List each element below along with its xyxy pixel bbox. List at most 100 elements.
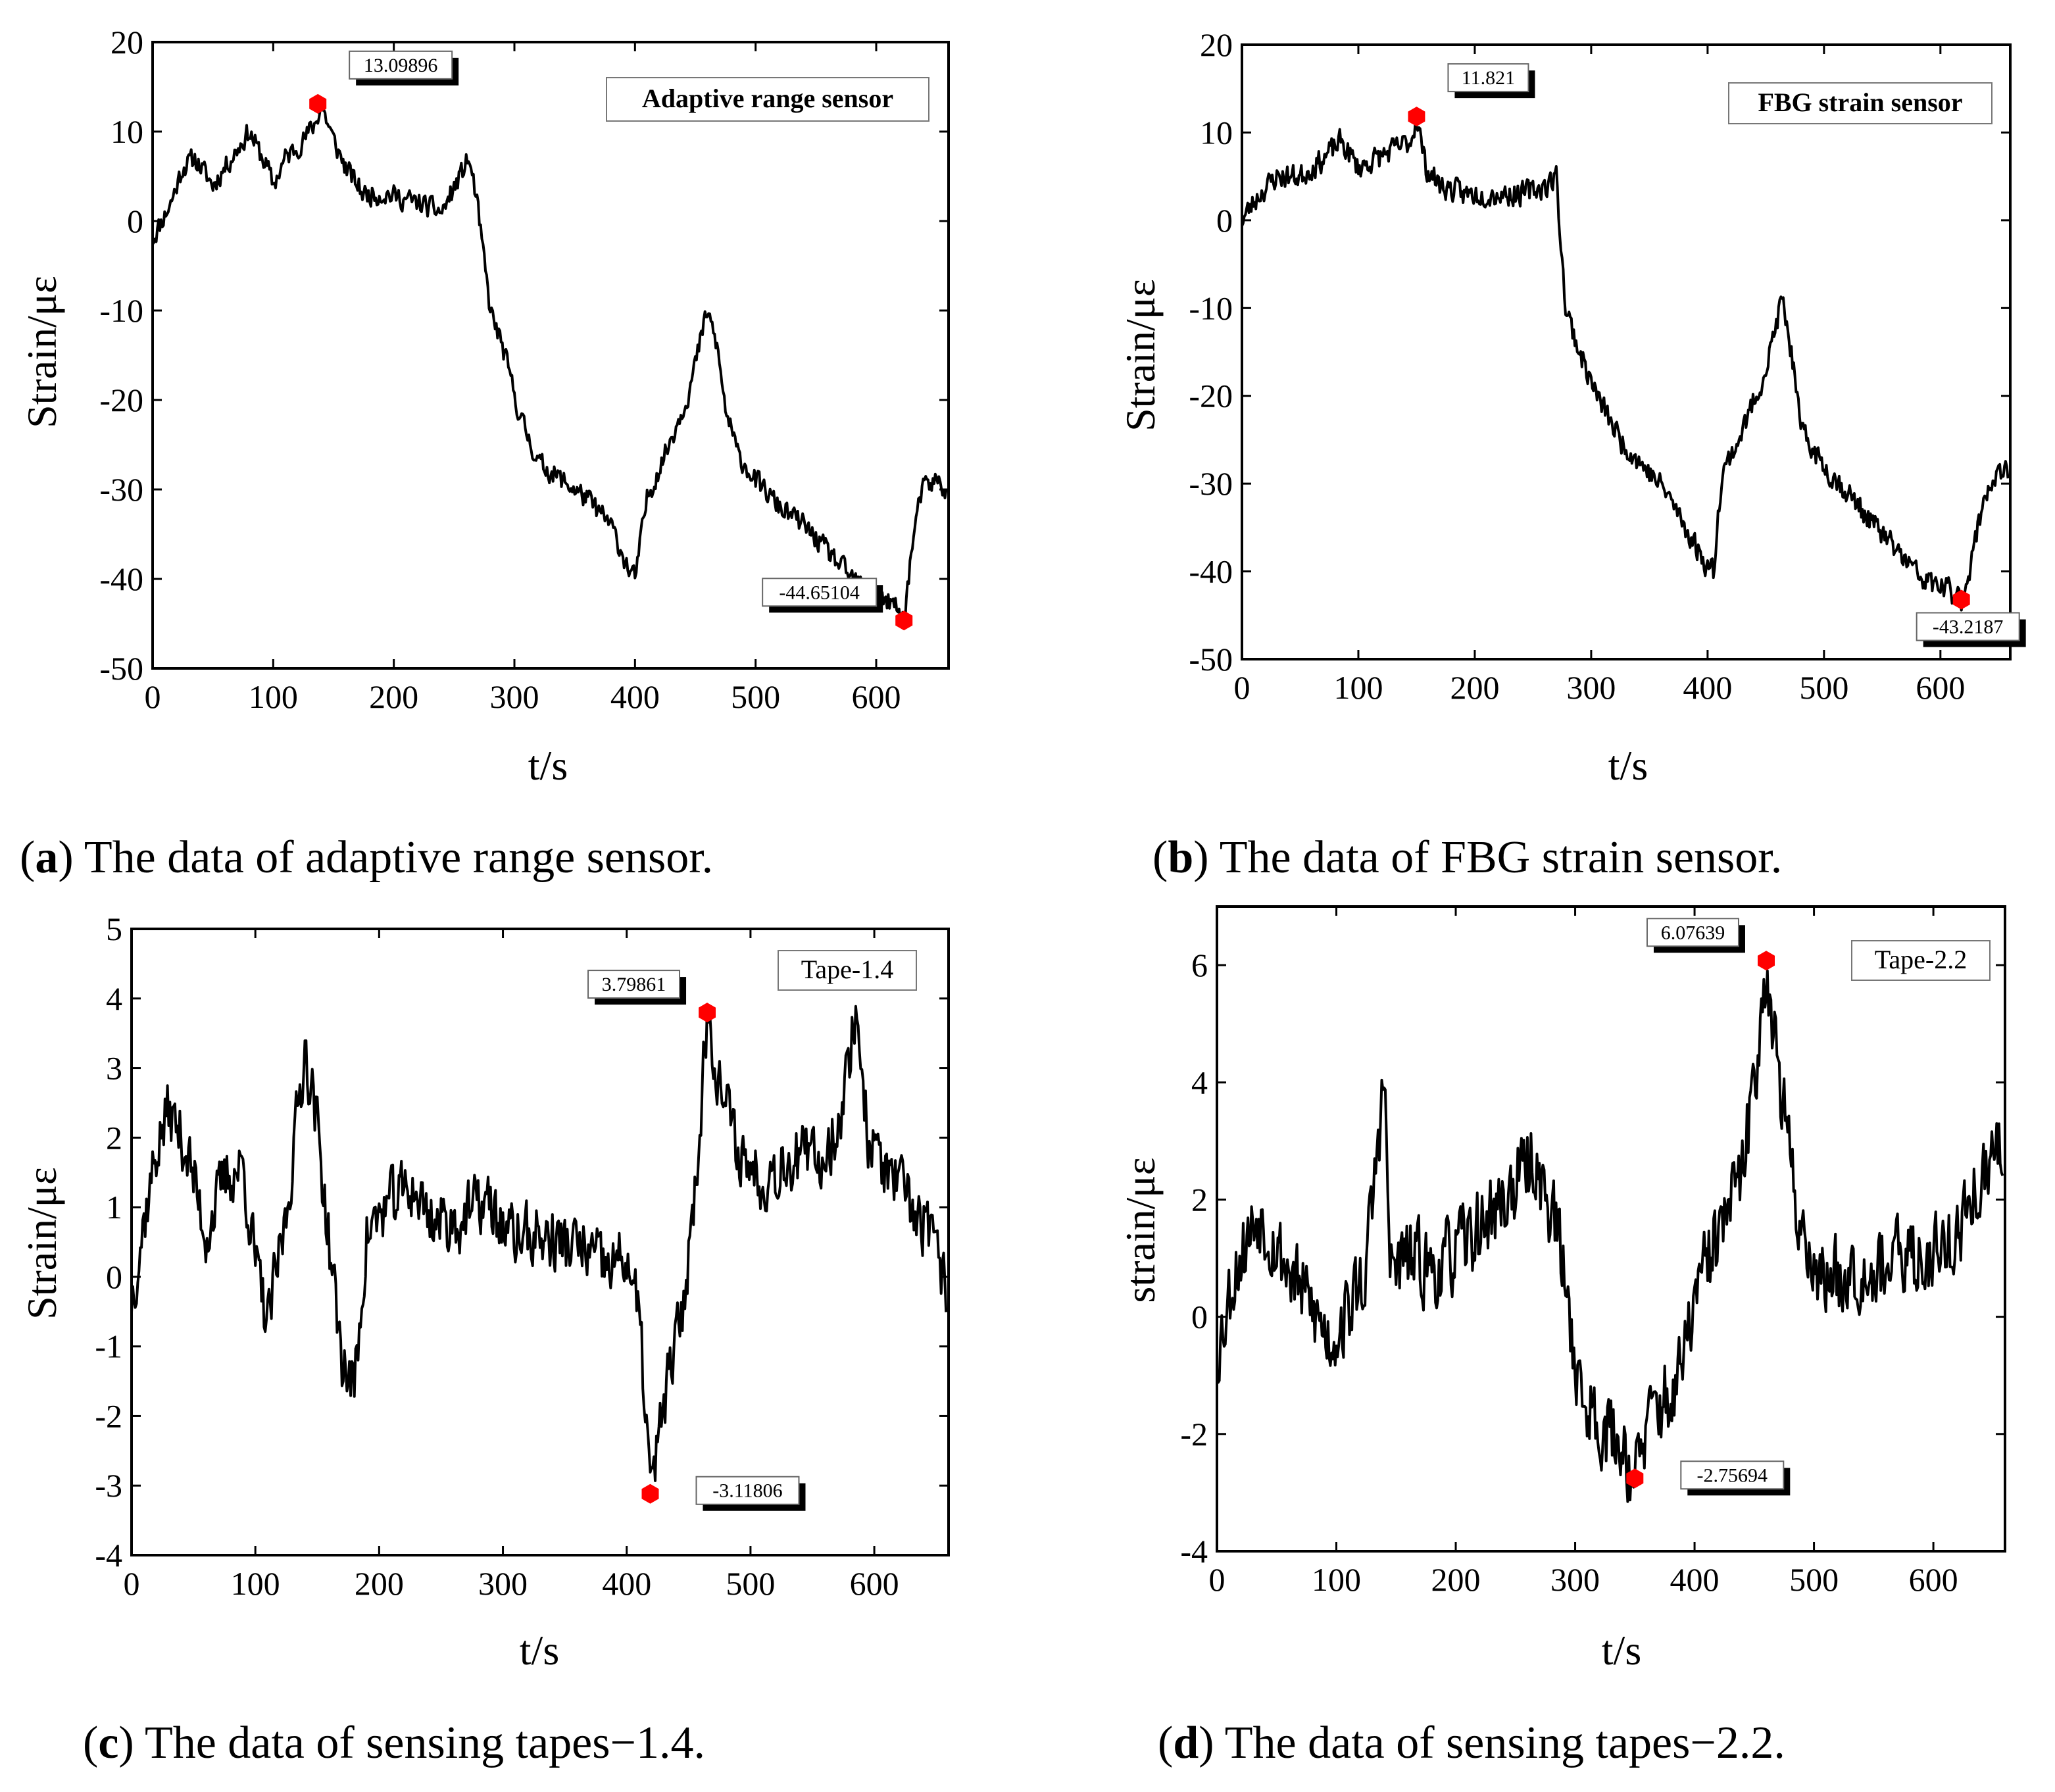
x-tick-label: 100 xyxy=(1333,669,1383,706)
extreme-value-label: -44.65104 xyxy=(779,582,860,603)
chart-a-legend-text: Adaptive range sensor xyxy=(642,84,893,113)
x-tick-label: 200 xyxy=(369,678,418,715)
y-tick-label: 2 xyxy=(106,1119,122,1156)
x-tick-label: 0 xyxy=(124,1565,140,1602)
extreme-value-label: -43.2187 xyxy=(1933,616,2004,638)
y-tick-label: 10 xyxy=(1200,114,1233,151)
x-tick-label: 300 xyxy=(1566,669,1616,706)
series-line-tape-1-4 xyxy=(130,1005,948,1482)
x-tick-label: 200 xyxy=(1450,669,1499,706)
chart-c-ylabel: Strain/με xyxy=(18,1167,65,1320)
caption-a: (a) The data of adaptive range sensor. xyxy=(20,832,713,883)
y-tick-label: -10 xyxy=(1189,289,1233,326)
y-tick-label: -30 xyxy=(99,471,143,508)
y-tick-label: -4 xyxy=(95,1537,122,1574)
series-line-adaptive-range-sensor xyxy=(151,103,948,628)
x-tick-label: 400 xyxy=(1683,669,1732,706)
y-tick-label: -1 xyxy=(95,1328,122,1365)
chart-d-xlabel: t/s xyxy=(1602,1627,1641,1674)
y-tick-label: -30 xyxy=(1189,465,1233,502)
y-tick-label: 20 xyxy=(1200,26,1233,63)
y-tick-label: -4 xyxy=(1180,1533,1208,1570)
chart-c-legend: Tape-1.4 xyxy=(778,950,917,991)
chart-panel-d: t/s strain/με Tape-2.2 xyxy=(1117,940,1991,1674)
plot-frame xyxy=(1241,43,2012,660)
chart-a-legend-frame xyxy=(606,77,929,122)
plot-frame xyxy=(151,41,950,670)
extreme-marker xyxy=(699,1003,716,1023)
chart-b: 0 100 200 300 400 500 60020100-10-20-30-40-501… xyxy=(1189,26,2026,706)
x-tick-label: 500 xyxy=(1789,1561,1839,1598)
x-tick-label: 200 xyxy=(355,1565,404,1602)
extreme-value-label: 13.09896 xyxy=(364,55,438,76)
y-tick-label: -20 xyxy=(1189,378,1233,414)
caption-b: (b) The data of FBG strain sensor. xyxy=(1152,832,1782,883)
chart-b-legend: FBG strain sensor xyxy=(1728,82,1993,124)
y-tick-label: -50 xyxy=(99,650,143,687)
callout-box xyxy=(762,578,878,607)
chart-b-legend-frame xyxy=(1728,82,1993,124)
x-tick-label: 0 xyxy=(145,678,161,715)
extreme-marker xyxy=(641,1483,659,1504)
x-tick-label: 100 xyxy=(1312,1561,1361,1598)
x-tick-label: 0 xyxy=(1209,1561,1226,1598)
x-tick-label: 0 xyxy=(1234,669,1250,706)
chart-a-legend: Adaptive range sensor xyxy=(606,77,929,122)
chart-d-legend-text: Tape-2.2 xyxy=(1875,945,1967,974)
y-tick-label: -2 xyxy=(95,1397,122,1434)
y-tick-label: 20 xyxy=(111,24,143,61)
y-tick-label: 1 xyxy=(106,1189,122,1226)
extreme-value-label: 11.821 xyxy=(1462,67,1515,89)
extreme-value-label: -2.75694 xyxy=(1697,1464,1768,1486)
y-tick-label: -50 xyxy=(1189,641,1233,678)
extreme-value-label: 3.79861 xyxy=(602,974,666,995)
callout-box xyxy=(349,50,453,80)
x-tick-label: 600 xyxy=(1909,1561,1958,1598)
x-tick-label: 600 xyxy=(1916,669,1965,706)
x-tick-label: 400 xyxy=(1670,1561,1720,1598)
chart-d-ylabel: strain/με xyxy=(1117,1157,1164,1303)
extreme-marker xyxy=(1626,1468,1644,1489)
y-tick-label: -40 xyxy=(1189,553,1233,590)
chart-d-legend-frame xyxy=(1851,940,1991,981)
x-tick-label: 500 xyxy=(1799,669,1848,706)
chart-c-legend-frame xyxy=(778,950,917,991)
callout-box xyxy=(695,1476,800,1505)
chart-d: 0 100 200 300 400 500 600 6 4 2 0 -2 -4 6.07639 -2.756… xyxy=(1180,905,2006,1598)
y-tick-label: -2 xyxy=(1180,1416,1208,1453)
plot-frame xyxy=(130,928,950,1556)
x-tick-label: 400 xyxy=(610,678,660,715)
chart-d-legend: Tape-2.2 xyxy=(1851,940,1991,981)
caption-c: (c) The data of sensing tapes−1.4. xyxy=(83,1718,705,1768)
chart-panel-b: t/s Strain/με FBG strain sensor xyxy=(1117,82,1993,789)
y-tick-label: 0 xyxy=(106,1258,122,1295)
y-tick-label: 4 xyxy=(1191,1064,1208,1101)
callout-box xyxy=(587,970,681,999)
x-tick-label: 100 xyxy=(231,1565,280,1602)
callout-box xyxy=(1680,1460,1785,1490)
y-tick-label: 2 xyxy=(1191,1181,1208,1218)
chart-a-xlabel: t/s xyxy=(528,742,568,789)
y-tick-label: 5 xyxy=(106,910,122,947)
callout-box xyxy=(1447,63,1529,93)
plot-layer: 0 100 200 300 400 500 60020100-10-20-30-40-501… xyxy=(95,24,2026,1602)
chart-c-legend-text: Tape-1.4 xyxy=(801,955,893,984)
series-line-tape-2-2 xyxy=(1216,969,2004,1503)
x-tick-label: 600 xyxy=(852,678,901,715)
chart-panel-c: t/s Strain/με Tape-1.4 xyxy=(18,950,917,1674)
x-tick-label: 600 xyxy=(850,1565,899,1602)
x-tick-label: 300 xyxy=(1550,1561,1600,1598)
chart-b-xlabel: t/s xyxy=(1608,742,1648,789)
callout-box xyxy=(1646,918,1739,947)
chart-c-xlabel: t/s xyxy=(520,1627,559,1674)
y-tick-label: 4 xyxy=(106,980,122,1017)
y-tick-label: -10 xyxy=(99,292,143,329)
extreme-marker xyxy=(1758,951,1775,971)
y-tick-label: -20 xyxy=(99,382,143,418)
y-tick-label: -3 xyxy=(95,1467,122,1504)
series-line-fbg-strain-sensor xyxy=(1241,120,2010,612)
x-tick-label: 400 xyxy=(602,1565,651,1602)
chart-b-ylabel: Strain/με xyxy=(1117,279,1164,432)
y-tick-label: 0 xyxy=(127,203,143,239)
